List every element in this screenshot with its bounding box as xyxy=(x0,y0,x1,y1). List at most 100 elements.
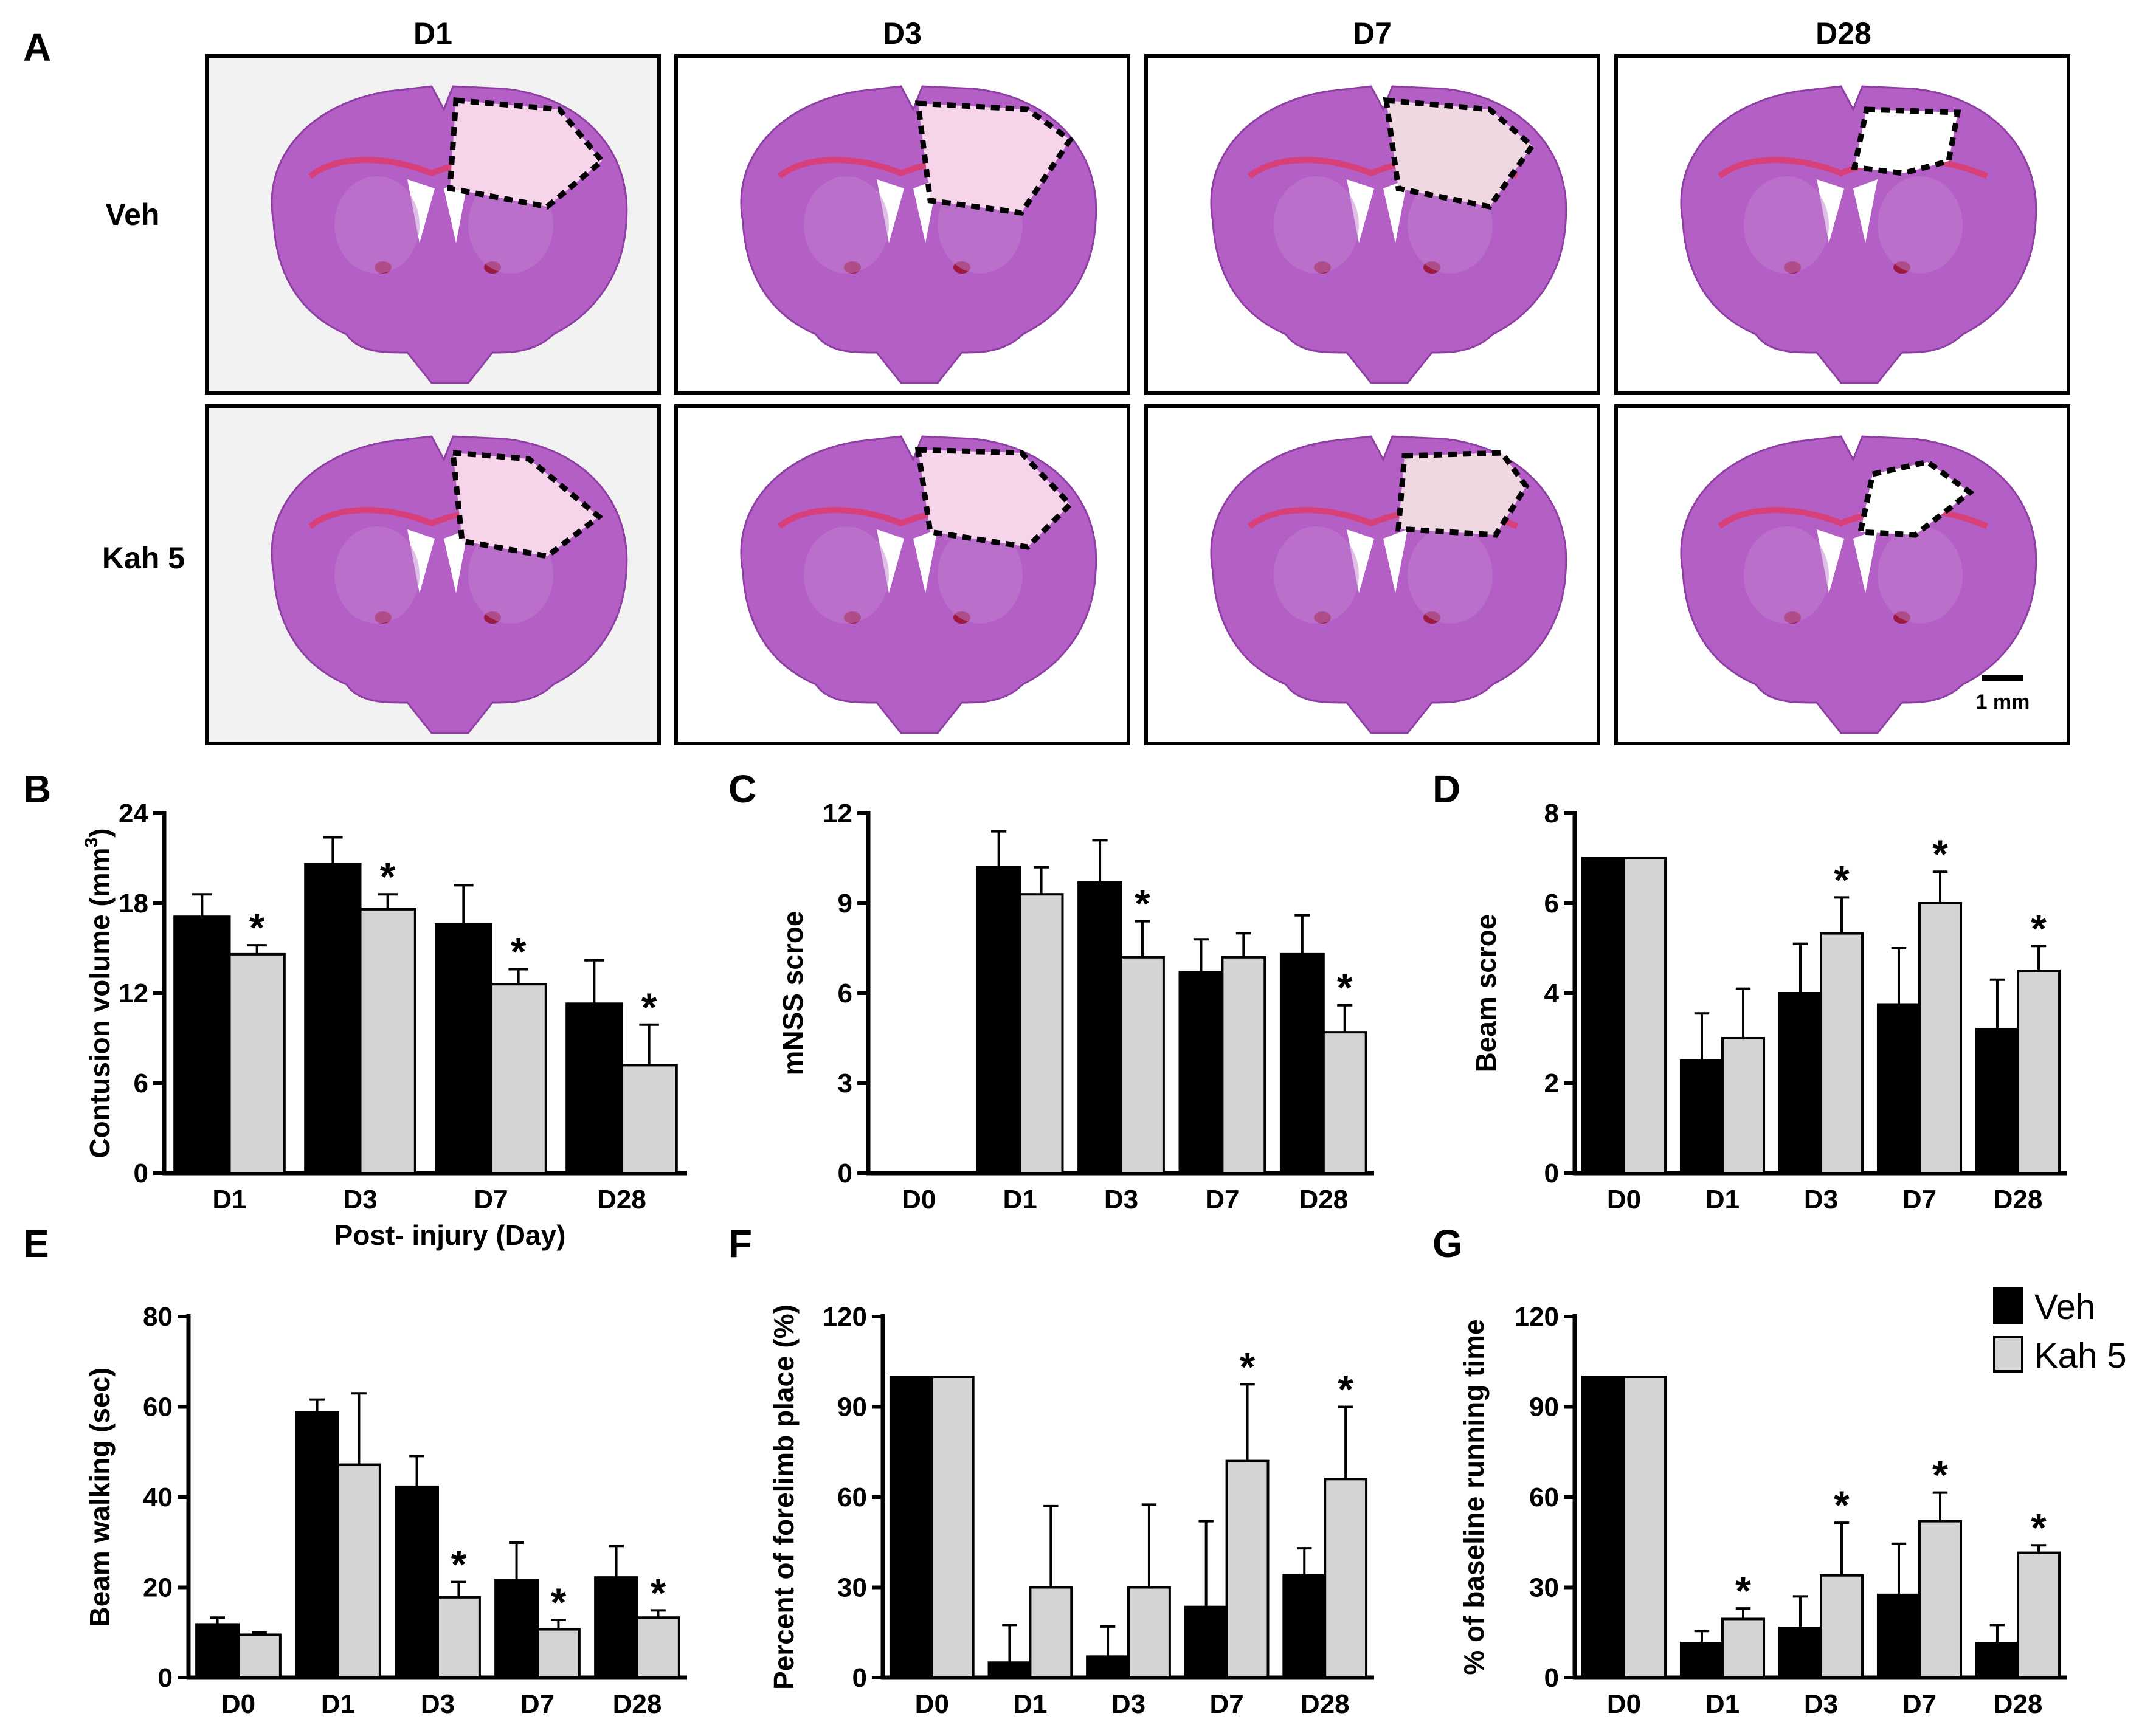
significance-marker: * xyxy=(1834,1483,1850,1528)
y-tick-label: 60 xyxy=(1529,1483,1559,1512)
legend-swatch-kah5 xyxy=(1993,1336,2023,1373)
bar-veh-d7 xyxy=(1178,971,1224,1174)
bar-veh-d3 xyxy=(1077,881,1123,1174)
bar-kah5-d3 xyxy=(437,1596,481,1679)
y-axis-label-text: Beam walking (sec) xyxy=(84,1368,116,1627)
y-axis-label-sup: 3 xyxy=(81,838,102,848)
significance-marker: * xyxy=(1834,857,1850,902)
bar-veh-d3 xyxy=(1086,1655,1130,1679)
y-axis-label-text: Percent of forelimb place (%) xyxy=(768,1304,800,1690)
bar-kah5-d28 xyxy=(1324,1478,1368,1679)
y-axis-label: mNSS scroe xyxy=(777,911,809,1075)
y-axis-label: Beam scroe xyxy=(1470,914,1502,1073)
legend-label-veh: Veh xyxy=(2034,1287,2095,1327)
bar-veh-d0 xyxy=(1581,857,1625,1174)
category-label-d0: D0 xyxy=(915,1689,949,1719)
bar-veh-d1 xyxy=(976,866,1021,1175)
bar-veh-d3 xyxy=(304,863,362,1175)
y-axis-label-text: Contusion volume (mm xyxy=(84,847,116,1158)
bar-veh-d0 xyxy=(889,1376,933,1679)
category-label-d0: D0 xyxy=(1607,1689,1641,1719)
significance-marker: * xyxy=(451,1542,467,1587)
category-label-d7: D7 xyxy=(1902,1689,1937,1719)
significance-marker: * xyxy=(551,1580,567,1625)
bar-kah5-d0 xyxy=(1623,1376,1667,1679)
chart-panel-g: G 0 30 60 90 120 % of baseline running time D0 *… xyxy=(1432,1222,2067,1719)
y-tick-label: 0 xyxy=(158,1663,173,1693)
significance-marker: * xyxy=(380,854,396,899)
y-tick-label: 120 xyxy=(823,1302,867,1332)
category-label-d0: D0 xyxy=(221,1689,255,1719)
y-axis-label-text: Beam scroe xyxy=(1470,914,1502,1073)
significance-marker: * xyxy=(511,929,527,974)
y-tick-label: 6 xyxy=(1544,889,1559,918)
panel-letter-e: E xyxy=(23,1222,49,1266)
chart-panel-f: F 0 30 60 90 120 Percent of forelimb place (%)… xyxy=(728,1222,1374,1719)
bar-kah5-d3 xyxy=(1820,932,1864,1174)
panel-letter-d: D xyxy=(1432,767,1460,811)
chart-panel-e: E 0 20 40 60 80 Beam walking (sec) D0 D1 * D3 * D7 * D… xyxy=(23,1222,687,1719)
bar-veh-d1 xyxy=(1679,1642,1724,1679)
bar-veh-d7 xyxy=(435,923,492,1174)
y-tick-label: 60 xyxy=(143,1393,173,1422)
bar-kah5-d3 xyxy=(1820,1574,1864,1679)
category-label-d0: D0 xyxy=(1607,1185,1641,1214)
significance-marker: * xyxy=(1337,965,1353,1010)
significance-marker: * xyxy=(2031,1505,2047,1550)
bar-veh-d3 xyxy=(1778,1627,1822,1679)
y-tick-label: 9 xyxy=(838,889,852,918)
bar-veh-d1 xyxy=(173,915,231,1174)
category-label-d3: D3 xyxy=(1804,1689,1838,1719)
row-header-kah5: Kah 5 xyxy=(102,541,185,575)
bar-veh-d28 xyxy=(1282,1574,1327,1679)
category-label-d1: D1 xyxy=(1705,1185,1740,1214)
row-header-veh: Veh xyxy=(106,198,160,232)
bar-veh-d1 xyxy=(1679,1059,1724,1174)
category-label-d3: D3 xyxy=(343,1185,377,1214)
y-tick-label: 12 xyxy=(823,799,852,828)
image-kah5-d3 xyxy=(674,404,1130,745)
significance-marker: * xyxy=(1932,832,1948,877)
y-tick-label: 6 xyxy=(134,1069,148,1098)
y-tick-label: 40 xyxy=(143,1483,173,1512)
bar-kah5-d7 xyxy=(1225,1459,1270,1679)
image-veh-d7 xyxy=(1144,54,1600,395)
category-label-d28: D28 xyxy=(1994,1185,2043,1214)
category-label-d7: D7 xyxy=(1205,1185,1239,1214)
y-axis-label-text: % of baseline running time xyxy=(1458,1319,1490,1675)
bar-veh-d3 xyxy=(1778,992,1822,1174)
legend-label-kah5: Kah 5 xyxy=(2034,1336,2127,1376)
bar-kah5-d0 xyxy=(237,1633,282,1679)
y-tick-label: 24 xyxy=(119,799,148,828)
panel-letter-a: A xyxy=(23,26,51,69)
category-label-d3: D3 xyxy=(1804,1185,1838,1214)
y-tick-label: 30 xyxy=(837,1573,867,1603)
bar-kah5-d28 xyxy=(636,1616,680,1679)
category-label-d7: D7 xyxy=(1902,1185,1937,1214)
bar-kah5-d7 xyxy=(1221,956,1266,1175)
bar-kah5-d28 xyxy=(620,1064,678,1175)
column-header-d3: D3 xyxy=(883,16,922,50)
bar-veh-d1 xyxy=(987,1661,1032,1679)
bar-kah5-d28 xyxy=(1322,1031,1367,1174)
column-header-d1: D1 xyxy=(413,16,452,50)
significance-marker: * xyxy=(1135,881,1150,926)
bar-veh-d3 xyxy=(395,1485,439,1679)
image-kah5-d1 xyxy=(205,404,661,745)
category-label-d7: D7 xyxy=(520,1689,555,1719)
y-tick-label: 8 xyxy=(1544,799,1559,828)
scale-bar xyxy=(1982,675,2023,681)
bar-kah5-d1 xyxy=(1721,1037,1766,1174)
y-axis-label-text: mNSS scroe xyxy=(777,911,809,1075)
bar-kah5-d7 xyxy=(1918,902,1963,1174)
bar-kah5-d1 xyxy=(337,1463,381,1679)
bar-kah5-d1 xyxy=(1721,1617,1766,1679)
y-tick-label: 12 xyxy=(119,979,148,1008)
y-axis-label: % of baseline running time xyxy=(1458,1319,1490,1675)
category-label-d0: D0 xyxy=(902,1185,936,1214)
bar-kah5-d1 xyxy=(228,952,286,1175)
significance-marker: * xyxy=(641,985,657,1030)
bar-veh-d0 xyxy=(1581,1376,1625,1679)
category-label-d7: D7 xyxy=(1209,1689,1243,1719)
